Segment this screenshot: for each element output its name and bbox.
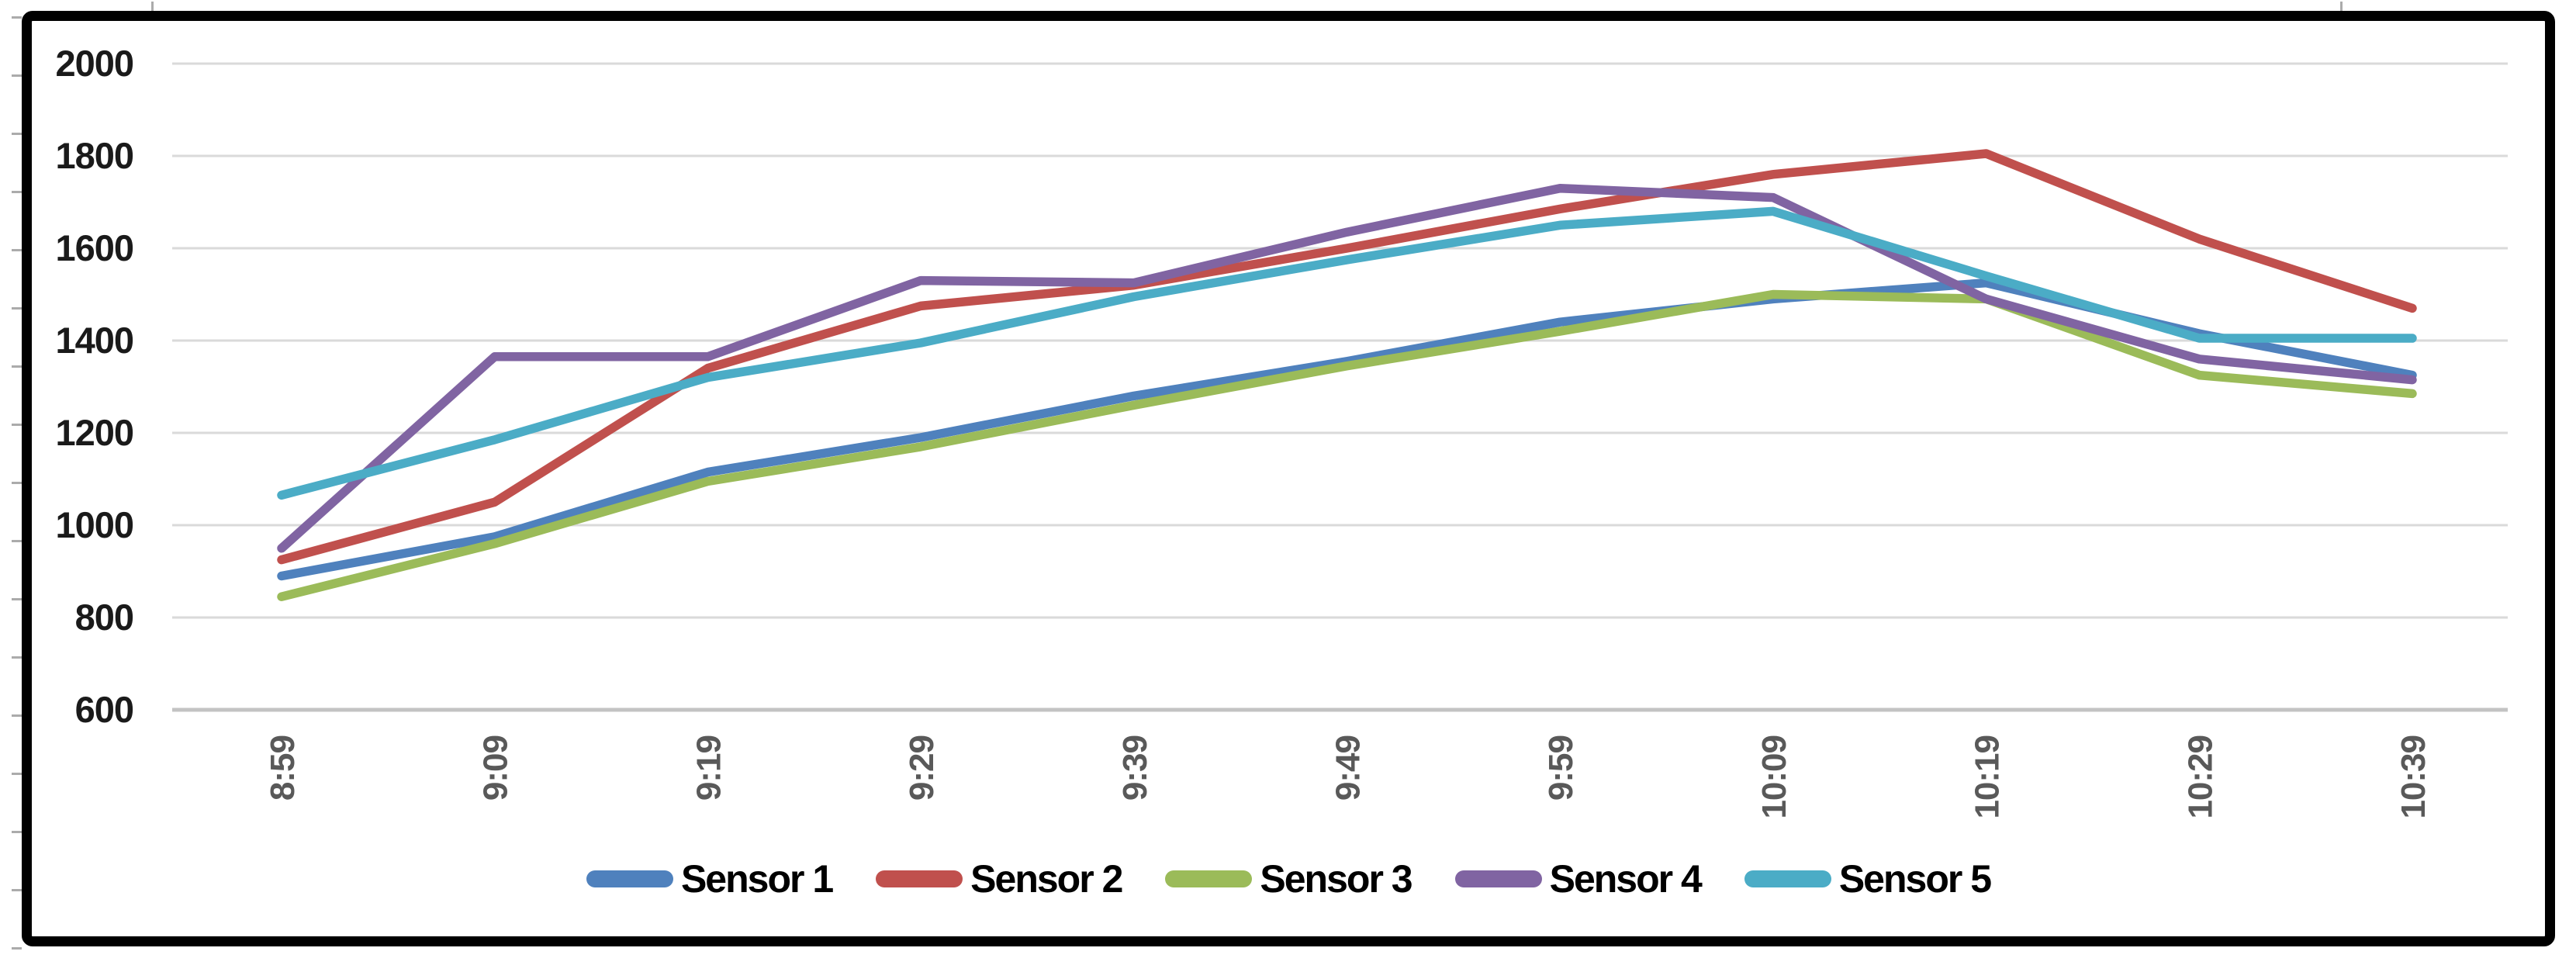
left-edge-tick [12, 307, 22, 310]
legend-item-sensor-2: Sensor 2 [876, 856, 1123, 901]
legend-swatch-icon [1165, 870, 1253, 887]
y-tick-label: 1400 [55, 320, 133, 361]
y-tick-label: 2000 [55, 43, 133, 84]
left-edge-tick [12, 773, 22, 775]
x-tick-label: 10:39 [2394, 735, 2433, 819]
left-edge-tick [12, 74, 22, 77]
x-tick-label: 10:09 [1755, 735, 1793, 819]
left-edge-tick [12, 831, 22, 833]
y-tick-label: 1800 [55, 135, 133, 176]
y-tick-label: 600 [75, 689, 133, 730]
x-tick-label: 9:09 [477, 735, 515, 801]
y-tick-label: 1000 [55, 504, 133, 545]
left-edge-tick [12, 133, 22, 135]
x-tick-label: 9:39 [1116, 735, 1154, 801]
x-tick-label: 10:29 [2181, 735, 2219, 819]
legend-label: Sensor 5 [1838, 857, 1992, 901]
legend-label: Sensor 3 [1260, 857, 1412, 901]
left-edge-tick [12, 947, 22, 950]
x-tick-label: 9:19 [690, 735, 728, 801]
x-tick-label: 9:49 [1329, 735, 1368, 801]
legend-item-sensor-5: Sensor 5 [1744, 856, 1992, 901]
left-edge-tick [12, 598, 22, 600]
legend-label: Sensor 4 [1549, 857, 1703, 901]
chart-frame [22, 11, 2555, 946]
legend-label: Sensor 1 [680, 857, 834, 901]
left-edge-tick [12, 482, 22, 484]
series-line-sensor-5 [277, 206, 2417, 500]
left-edge-tick [12, 249, 22, 251]
legend-item-sensor-4: Sensor 4 [1454, 856, 1703, 901]
left-edge-tick [12, 540, 22, 542]
left-edge-tick [12, 424, 22, 426]
legend-swatch-icon [586, 870, 673, 887]
legend-swatch-icon [1454, 870, 1542, 887]
top-edge-tick [2340, 2, 2343, 11]
chart-legend: Sensor 1 Sensor 2 Sensor 3 Sensor 4 Sensor 5 [32, 852, 2545, 906]
left-edge-tick [12, 714, 22, 717]
left-edge-tick [12, 656, 22, 659]
x-tick-label: 10:19 [1969, 735, 2007, 819]
legend-swatch-icon [1744, 870, 1831, 887]
left-edge-tick [12, 16, 22, 19]
y-tick-label: 1200 [55, 412, 133, 453]
gridlines [172, 62, 2508, 712]
series-line-sensor-4 [277, 183, 2417, 553]
series-line-sensor-3 [277, 289, 2417, 601]
y-tick-label: 1600 [55, 227, 133, 268]
legend-swatch-icon [876, 870, 963, 887]
left-edge-tick [12, 191, 22, 193]
x-tick-label: 9:29 [903, 735, 941, 801]
left-edge-tick [12, 365, 22, 368]
legend-label: Sensor 2 [970, 857, 1123, 901]
y-tick-label: 800 [75, 597, 133, 638]
legend-item-sensor-3: Sensor 3 [1165, 856, 1413, 901]
x-tick-label: 9:59 [1542, 735, 1580, 801]
top-edge-tick [151, 2, 154, 11]
series-lines [277, 149, 2417, 601]
x-tick-label: 8:59 [264, 735, 302, 801]
left-edge-tick [12, 889, 22, 891]
series-line-sensor-2 [277, 149, 2417, 565]
y-axis-labels: 2000 1800 1600 1400 1200 1000 800 600 [55, 43, 134, 730]
x-axis-labels: 8:59 9:09 9:19 9:29 9:39 9:49 9:59 10:09 10:19 10… [264, 735, 2433, 819]
legend-item-sensor-1: Sensor 1 [586, 856, 834, 901]
